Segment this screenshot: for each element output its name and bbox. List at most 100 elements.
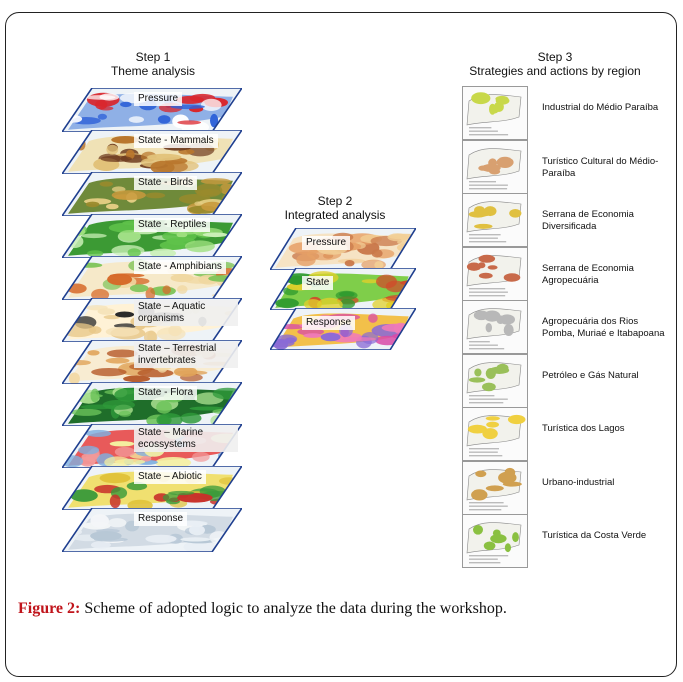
s2-map-patch [303, 333, 323, 338]
s2-map-patch [335, 290, 358, 300]
s1-map-patch [168, 490, 195, 496]
s2-map-patch [403, 286, 416, 293]
step1-layer-label-state-amphibians: State - Amphibians [134, 260, 226, 274]
step1-layer-label-state-mammals: State - Mammals [134, 134, 218, 148]
step3-subtitle: Strategies and actions by region [469, 64, 641, 78]
s1-map-patch [196, 189, 214, 196]
s1-map-patch [68, 360, 91, 366]
region-highlight [478, 272, 493, 279]
s1-map-patch [173, 366, 198, 377]
region-highlight [478, 209, 492, 217]
s1-map-patch [192, 451, 210, 462]
legend-line [469, 287, 506, 289]
legend-line [469, 241, 507, 243]
legend-line [469, 127, 492, 129]
region-highlight [500, 157, 514, 167]
step1-heading: Step 1 Theme analysis [98, 50, 208, 78]
s1-map-patch [78, 445, 100, 455]
region-highlight [478, 254, 496, 263]
region-highlight [474, 223, 493, 229]
s1-map-patch [114, 458, 146, 465]
legend-line [469, 398, 508, 400]
s1-layer-border [62, 298, 242, 342]
step1-layer-label-state-birds: State - Birds [134, 176, 198, 190]
region-name-6: Petróleo e Gás Natural [542, 369, 639, 381]
s1-map-patch [100, 155, 132, 162]
region-highlight [486, 421, 499, 428]
s1-map-patch [162, 493, 181, 502]
s1-map-patch [229, 495, 242, 507]
legend-line [469, 448, 499, 450]
s1-layer-border [62, 340, 242, 384]
region-highlight [504, 467, 516, 477]
legend-line [469, 558, 498, 560]
s1-layer-border [62, 466, 242, 510]
s1-map-patch [150, 160, 175, 174]
region-name-3: Serrana de Economia Diversificada [542, 209, 634, 232]
s1-layer-border [62, 256, 242, 300]
step3-title: Step 3 [537, 50, 573, 64]
s1-map-patch [70, 489, 98, 502]
region-highlight [482, 382, 496, 391]
s1-map-patch [221, 326, 242, 333]
s1-map-patch [118, 410, 132, 417]
s2-map-patch [320, 332, 341, 342]
s1-map-patch [129, 284, 149, 293]
s1-map-patch [202, 232, 228, 238]
s1-map-patch [99, 93, 120, 101]
step1-layer-label-state-terrestrial-invertebrates: State – Terrestrial invertebrates [134, 342, 238, 368]
s1-map-patch [97, 113, 107, 120]
s2-layer-border [270, 308, 416, 350]
legend-line [469, 237, 498, 239]
s1-map-patch [123, 375, 151, 383]
caption-lead: Figure 2: [18, 600, 81, 617]
s1-layer-border [62, 172, 242, 216]
legend-line [469, 234, 501, 236]
s2-layer-border [270, 228, 416, 270]
s1-map-patch [106, 144, 119, 155]
s1-map-patch [162, 285, 171, 295]
s1-map-patch [180, 412, 202, 424]
s2-map-patch [371, 249, 383, 258]
s1-layer-border [62, 88, 242, 132]
step1-subtitle: Theme analysis [110, 64, 196, 78]
legend-line [469, 451, 498, 453]
region-highlight [482, 428, 498, 440]
s1-map-patch [127, 248, 141, 257]
s2-layer-map [270, 268, 416, 310]
region-highlight [504, 543, 511, 553]
region-name-5: Agropecuária dos Rios Pomba, Muriaé e It… [542, 316, 665, 339]
region-map-thumbnail [462, 353, 528, 408]
s1-layer-border [62, 508, 242, 552]
region-highlight [503, 324, 514, 336]
region-map-thumbnail [462, 193, 528, 247]
s1-map-patch [68, 372, 80, 384]
legend-line [469, 344, 498, 346]
step1-title: Step 1 [135, 50, 171, 64]
step2-layer-label-response: Response [302, 316, 356, 330]
step1-layer-label-state-reptiles: State - Reptiles [134, 218, 211, 232]
s1-map-patch [95, 100, 108, 110]
region-highlight [507, 414, 526, 425]
s1-map-patch [71, 408, 102, 416]
s1-map-patch [103, 315, 121, 320]
s2-map-patch [374, 261, 384, 269]
s2-map-patch [361, 279, 379, 284]
s1-map-patch [86, 305, 108, 311]
s1-layer-border [62, 424, 242, 468]
region-name-9: Turística da Costa Verde [542, 530, 647, 541]
s1-map-patch [230, 398, 242, 413]
region-map-thumbnail [462, 246, 528, 301]
step1-layer-label-state-flora: State - Flora [134, 386, 198, 400]
step2-title: Step 2 [317, 194, 353, 208]
legend-line [469, 291, 508, 293]
region-highlight [481, 163, 501, 172]
s2-map-patch [368, 313, 378, 323]
s1-map-patch [109, 494, 121, 509]
region-highlight [485, 484, 504, 491]
s2-layer-border [270, 268, 416, 310]
s1-map-patch [156, 400, 172, 414]
region-highlight [471, 92, 491, 105]
region-highlight [474, 368, 482, 376]
region-highlight [478, 165, 488, 171]
